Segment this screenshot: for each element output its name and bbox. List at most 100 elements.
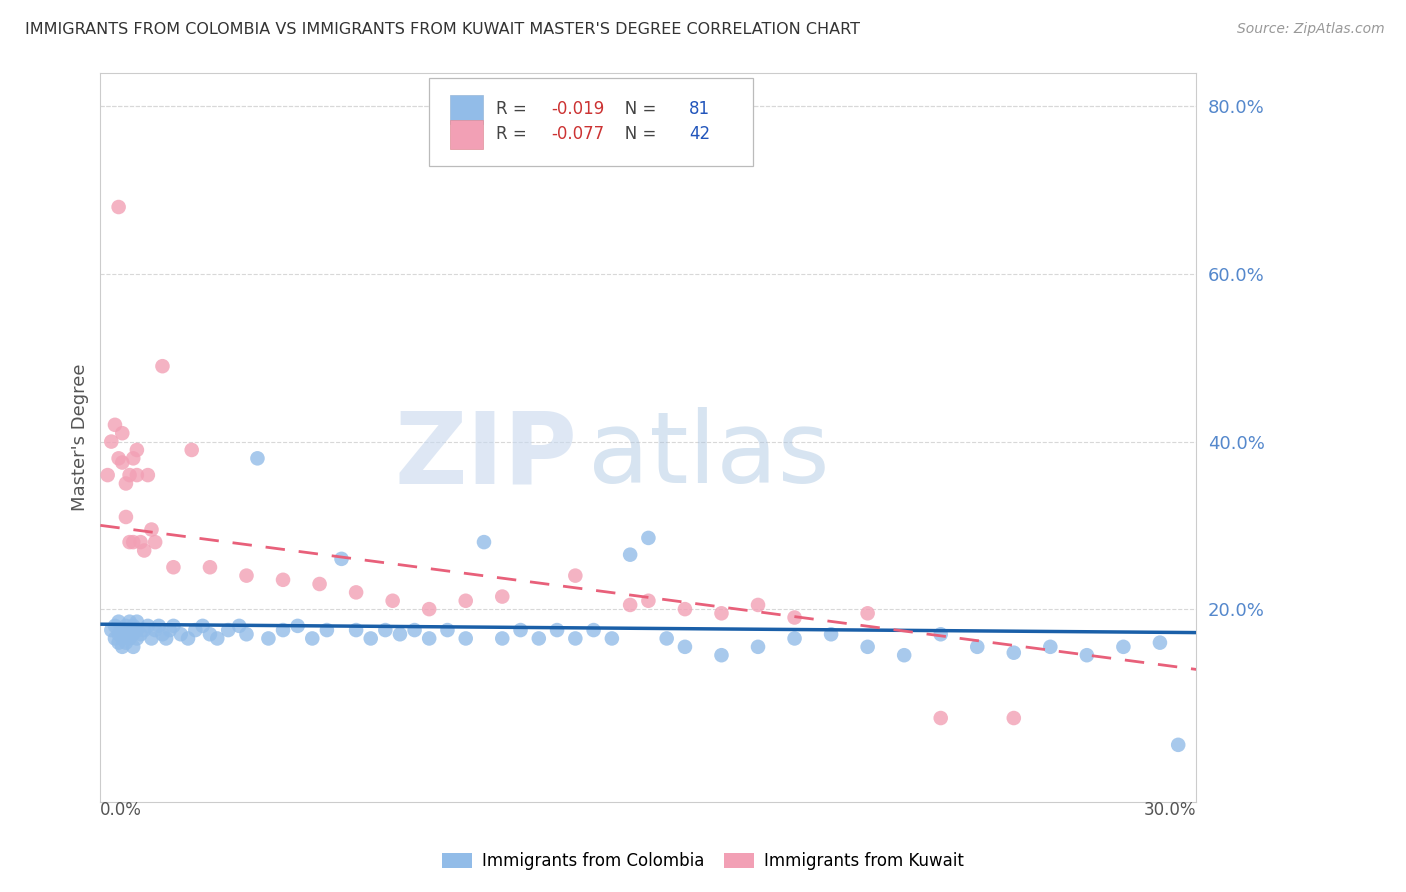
Point	[235, 568, 257, 582]
Point	[162, 619, 184, 633]
Point	[228, 619, 250, 633]
Point	[527, 632, 550, 646]
Legend: Immigrants from Colombia, Immigrants from Kuwait: Immigrants from Colombia, Immigrants fro…	[436, 846, 970, 877]
Point	[162, 560, 184, 574]
Point	[472, 535, 495, 549]
Point	[454, 593, 477, 607]
Point	[129, 535, 152, 549]
Point	[191, 619, 214, 633]
Point	[125, 468, 148, 483]
Point	[125, 632, 148, 646]
Point	[198, 560, 221, 574]
Point	[360, 632, 382, 646]
Point	[509, 623, 531, 637]
Point	[115, 627, 138, 641]
Point	[136, 468, 159, 483]
Point	[118, 468, 141, 483]
Point	[246, 451, 269, 466]
Point	[111, 426, 134, 441]
Point	[100, 623, 122, 637]
Point	[143, 623, 166, 637]
FancyBboxPatch shape	[450, 120, 482, 149]
Point	[344, 585, 367, 599]
Point	[148, 619, 170, 633]
Point	[783, 610, 806, 624]
Point	[257, 632, 280, 646]
Text: 81: 81	[689, 101, 710, 119]
Point	[107, 627, 129, 641]
Point	[301, 632, 323, 646]
Point	[344, 623, 367, 637]
Point	[104, 632, 127, 646]
Point	[673, 602, 696, 616]
Point	[491, 632, 513, 646]
Point	[122, 619, 145, 633]
Text: -0.077: -0.077	[551, 125, 605, 144]
Point	[170, 627, 193, 641]
Point	[118, 615, 141, 629]
Point	[271, 573, 294, 587]
Point	[454, 632, 477, 646]
Y-axis label: Master's Degree: Master's Degree	[72, 364, 89, 511]
Point	[1039, 640, 1062, 654]
Point	[100, 434, 122, 449]
Point	[152, 627, 174, 641]
Point	[1002, 646, 1025, 660]
Point	[118, 535, 141, 549]
Point	[619, 598, 641, 612]
Point	[436, 623, 458, 637]
Point	[1002, 711, 1025, 725]
Point	[619, 548, 641, 562]
Point	[388, 627, 411, 641]
Point	[107, 615, 129, 629]
Point	[115, 476, 138, 491]
Point	[287, 619, 309, 633]
Point	[217, 623, 239, 637]
Text: atlas: atlas	[588, 407, 830, 504]
Text: 30.0%: 30.0%	[1144, 801, 1197, 819]
Point	[655, 632, 678, 646]
Point	[177, 632, 200, 646]
Point	[104, 417, 127, 432]
Point	[893, 648, 915, 663]
Text: N =: N =	[609, 101, 662, 119]
Point	[600, 632, 623, 646]
Point	[404, 623, 426, 637]
Point	[125, 442, 148, 457]
Point	[374, 623, 396, 637]
Text: R =: R =	[496, 125, 531, 144]
Point	[1167, 738, 1189, 752]
Point	[330, 552, 353, 566]
Point	[134, 623, 156, 637]
Point	[673, 640, 696, 654]
Point	[141, 523, 163, 537]
Point	[141, 632, 163, 646]
Point	[125, 623, 148, 637]
Point	[111, 640, 134, 654]
Point	[115, 619, 138, 633]
Point	[308, 577, 330, 591]
Point	[1076, 648, 1098, 663]
Point	[564, 568, 586, 582]
Point	[107, 635, 129, 649]
Point	[966, 640, 988, 654]
Point	[111, 632, 134, 646]
Text: R =: R =	[496, 101, 531, 119]
Point	[125, 615, 148, 629]
Point	[107, 200, 129, 214]
Point	[271, 623, 294, 637]
FancyBboxPatch shape	[429, 78, 752, 166]
Point	[122, 451, 145, 466]
Point	[122, 627, 145, 641]
Point	[152, 359, 174, 374]
Point	[184, 623, 207, 637]
Point	[315, 623, 337, 637]
Point	[143, 535, 166, 549]
Point	[134, 543, 156, 558]
Point	[820, 627, 842, 641]
Point	[637, 531, 659, 545]
Point	[118, 632, 141, 646]
Point	[582, 623, 605, 637]
Text: -0.019: -0.019	[551, 101, 605, 119]
Point	[747, 598, 769, 612]
